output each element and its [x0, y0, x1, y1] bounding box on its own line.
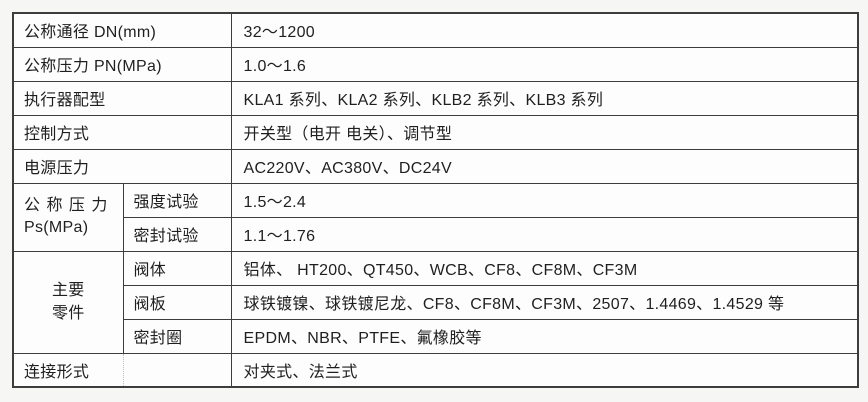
table-row: 执行器配型 KLA1 系列、KLA2 系列、KLB2 系列、KLB3 系列	[12, 80, 859, 116]
sub-label-valve-plate: 阀板	[122, 284, 232, 320]
row-label-connection: 连接形式	[12, 352, 124, 388]
row-label-pn: 公称压力 PN(MPa)	[12, 46, 232, 82]
group-label-ps-line2: Ps(MPa)	[24, 219, 89, 236]
row-value-dn: 32～1200	[230, 12, 859, 48]
row-label-control: 控制方式	[12, 114, 232, 150]
sub-label-valve-body: 阀体	[122, 250, 232, 286]
row-value-seal-ring: EPDM、NBR、PTFE、氟橡胶等	[230, 318, 859, 354]
row-value-seal-test: 1.1～1.76	[230, 216, 859, 252]
spec-table: 公称通径 DN(mm) 32～1200 公称压力 PN(MPa) 1.0～1.6…	[12, 12, 860, 388]
table-row: 主要 零件 阀体 铝体、 HT200、QT450、WCB、CF8、CF8M、CF…	[12, 250, 859, 354]
group-label-parts-line2: 零件	[51, 305, 85, 322]
group-label-ps-line1: 公 称 压 力	[24, 197, 109, 215]
row-label-dn: 公称通径 DN(mm)	[12, 12, 232, 48]
sub-label-seal-test: 密封试验	[122, 216, 232, 252]
table-row: 连接形式 对夹式、法兰式	[12, 352, 859, 388]
table-row: 控制方式 开关型（电开 电关）、调节型	[12, 114, 859, 150]
empty-cell	[122, 352, 232, 388]
table-row: 电源压力 AC220V、AC380V、DC24V	[12, 148, 859, 184]
row-value-connection: 对夹式、法兰式	[230, 352, 859, 388]
row-value-control: 开关型（电开 电关）、调节型	[230, 114, 859, 150]
row-value-pn: 1.0～1.6	[230, 46, 859, 82]
row-value-valve-body: 铝体、 HT200、QT450、WCB、CF8、CF8M、CF3M	[230, 250, 859, 286]
table-row: 密封试验 1.1～1.76	[13, 216, 859, 252]
sub-label-seal-ring: 密封圈	[122, 318, 232, 354]
table-row: 公 称 压 力 Ps(MPa) 强度试验 1.5～2.4	[12, 182, 859, 252]
row-value-actuator: KLA1 系列、KLA2 系列、KLB2 系列、KLB3 系列	[230, 80, 859, 116]
group-label-ps: 公 称 压 力 Ps(MPa)	[12, 182, 124, 252]
sub-label-strength-test: 强度试验	[122, 182, 232, 218]
row-value-valve-plate: 球铁镀镍、球铁镀尼龙、CF8、CF8M、CF3M、2507、1.4469、1.4…	[230, 284, 859, 320]
group-label-parts-line1: 主要	[51, 281, 85, 299]
row-label-actuator: 执行器配型	[12, 80, 232, 116]
row-value-power: AC220V、AC380V、DC24V	[230, 148, 859, 184]
table-row: 公称通径 DN(mm) 32～1200	[12, 12, 859, 48]
table-row: 密封圈 EPDM、NBR、PTFE、氟橡胶等	[13, 318, 859, 354]
group-label-parts: 主要 零件	[12, 250, 124, 354]
row-value-strength-test: 1.5～2.4	[230, 182, 859, 218]
table-row: 公称压力 PN(MPa) 1.0～1.6	[12, 46, 859, 82]
row-label-power: 电源压力	[12, 148, 232, 184]
table-row: 阀板 球铁镀镍、球铁镀尼龙、CF8、CF8M、CF3M、2507、1.4469、…	[13, 284, 859, 320]
